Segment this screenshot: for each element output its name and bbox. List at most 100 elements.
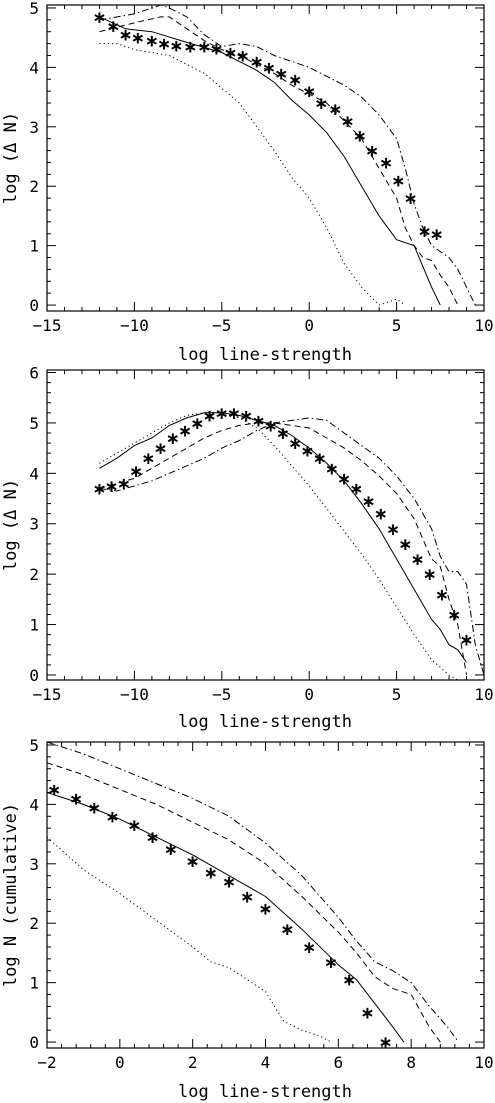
x-tick-label: 5 xyxy=(392,316,402,335)
solid-series-line xyxy=(47,792,405,1043)
data-point: ∗ xyxy=(164,840,178,860)
asterisk-series: ∗∗∗∗∗∗∗∗∗∗∗∗∗∗∗∗∗∗∗∗∗∗∗∗∗∗∗∗∗∗∗ xyxy=(92,404,473,651)
data-point: ∗ xyxy=(459,631,473,651)
data-point: ∗ xyxy=(403,189,417,209)
data-point: ∗ xyxy=(349,479,363,499)
data-point: ∗ xyxy=(353,127,367,147)
axis-ticks: −15 −10 −5 0 5 10 0 1 2 3 4 5 6 xyxy=(29,364,493,704)
y-axis-label: log (Δ N) xyxy=(1,479,21,571)
data-point: ∗ xyxy=(379,1033,393,1053)
x-tick-label: 10 xyxy=(474,316,493,335)
data-point: ∗ xyxy=(264,416,278,436)
data-point: ∗ xyxy=(430,225,444,245)
data-point: ∗ xyxy=(178,421,192,441)
data-point: ∗ xyxy=(251,411,265,431)
data-point: ∗ xyxy=(204,864,218,884)
data-point: ∗ xyxy=(362,492,376,512)
data-point: ∗ xyxy=(236,47,250,67)
data-point: ∗ xyxy=(324,953,338,973)
x-tick-label: −2 xyxy=(37,1053,56,1072)
data-point: ∗ xyxy=(222,873,236,893)
data-point: ∗ xyxy=(197,38,211,58)
x-tick-label: −5 xyxy=(212,316,231,335)
data-series-group: ∗ ∗ ∗ ∗ ∗∗∗∗∗ ∗∗∗∗∗∗∗∗∗ xyxy=(47,742,459,1053)
data-point: ∗ xyxy=(386,520,400,540)
y-axis-label: log N (cumulative) xyxy=(1,803,21,987)
dotted-series-line xyxy=(47,836,332,1043)
data-point: ∗ xyxy=(127,816,141,836)
y-tick-label: 2 xyxy=(29,914,39,933)
data-point: ∗ xyxy=(117,474,131,494)
axis-ticks: −15 −10 −5 0 5 10 0 1 2 3 4 5 xyxy=(29,0,493,335)
data-point: ∗ xyxy=(240,887,254,907)
dashed-series-line xyxy=(47,762,441,1043)
dashed-series-line xyxy=(99,16,459,306)
x-tick-label: −10 xyxy=(120,316,149,335)
plot-frame xyxy=(46,369,485,681)
y-tick-label: 4 xyxy=(29,464,39,483)
data-point: ∗ xyxy=(337,469,351,489)
data-point: ∗ xyxy=(288,70,302,90)
data-point: ∗ xyxy=(276,424,290,444)
asterisk-series: ∗ ∗ ∗ ∗ ∗∗∗∗∗ ∗∗∗∗∗∗∗∗∗ xyxy=(47,781,393,1053)
y-tick-label: 4 xyxy=(29,58,39,77)
data-point: ∗ xyxy=(183,38,197,58)
x-tick-label: 0 xyxy=(115,1053,125,1072)
data-point: ∗ xyxy=(69,789,83,809)
data-point: ∗ xyxy=(342,971,356,991)
x-tick-label: 10 xyxy=(474,685,493,704)
x-tick-label: 0 xyxy=(304,316,314,335)
asterisk-series: ∗ ∗∗∗ ∗∗∗ ∗ ∗∗ ∗∗ ∗∗∗ ∗∗∗ ∗∗∗∗∗∗∗∗∗ xyxy=(92,8,444,245)
data-point: ∗ xyxy=(186,852,200,872)
x-axis-label: log line-strength xyxy=(178,712,352,732)
data-point: ∗ xyxy=(365,142,379,162)
y-tick-label: 0 xyxy=(29,296,39,315)
x-tick-label: 2 xyxy=(188,1053,198,1072)
data-point: ∗ xyxy=(157,35,171,55)
data-point: ∗ xyxy=(105,477,119,497)
dashed-series-line xyxy=(99,422,467,676)
data-point: ∗ xyxy=(129,462,143,482)
data-point: ∗ xyxy=(314,94,328,114)
data-point: ∗ xyxy=(209,39,223,59)
solid-series-line xyxy=(99,16,441,306)
data-point: ∗ xyxy=(239,406,253,426)
data-point: ∗ xyxy=(202,406,216,426)
data-point: ∗ xyxy=(166,429,180,449)
dashdot-series-line xyxy=(99,5,476,306)
x-axis-label: log line-strength xyxy=(178,345,352,365)
y-tick-label: 1 xyxy=(29,616,39,635)
y-tick-label: 3 xyxy=(29,515,39,534)
data-point: ∗ xyxy=(274,64,288,84)
data-series-group: ∗ ∗∗∗ ∗∗∗ ∗ ∗∗ ∗∗ ∗∗∗ ∗∗∗ ∗∗∗∗∗∗∗∗∗ xyxy=(92,5,476,306)
data-point: ∗ xyxy=(423,565,437,585)
data-point: ∗ xyxy=(250,52,264,72)
data-point: ∗ xyxy=(92,8,106,28)
solid-series-line xyxy=(99,412,467,663)
data-point: ∗ xyxy=(379,153,393,173)
data-point: ∗ xyxy=(169,36,183,56)
dashdot-series-line xyxy=(47,742,459,1043)
x-tick-label: 5 xyxy=(392,685,402,704)
y-tick-label: 4 xyxy=(29,795,39,814)
y-tick-label: 1 xyxy=(29,974,39,993)
dotted-series-line xyxy=(99,43,406,306)
y-tick-label: 1 xyxy=(29,237,39,256)
y-tick-label: 2 xyxy=(29,177,39,196)
y-tick-label: 0 xyxy=(29,1033,39,1052)
data-point: ∗ xyxy=(391,171,405,191)
x-axis-label: log line-strength xyxy=(178,1082,352,1102)
data-point: ∗ xyxy=(153,439,167,459)
x-tick-label: 8 xyxy=(406,1053,416,1072)
data-point: ∗ xyxy=(223,44,237,64)
plot-frame xyxy=(46,4,485,312)
plot-frame xyxy=(46,741,485,1049)
data-point: ∗ xyxy=(215,404,229,424)
y-tick-label: 5 xyxy=(29,0,39,18)
data-point: ∗ xyxy=(360,1003,374,1023)
data-point: ∗ xyxy=(227,404,241,424)
data-point: ∗ xyxy=(262,58,276,78)
